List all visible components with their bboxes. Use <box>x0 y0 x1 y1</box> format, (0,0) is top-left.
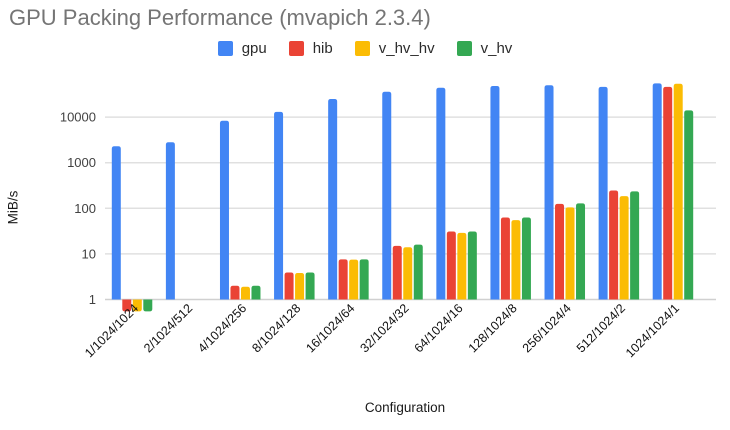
bar-gpu-512/1024/2 <box>598 86 608 300</box>
x-tick-label: 1/1024/1024 <box>82 301 141 360</box>
bar-v_hv-8/1024/128 <box>305 272 315 300</box>
x-tick-label: 1024/1024/1 <box>623 301 682 360</box>
bar-v_hv_hv-64/1024/16 <box>457 232 467 300</box>
legend-marker-v_hv_hv <box>354 41 370 56</box>
bar-gpu-8/1024/128 <box>274 111 284 300</box>
bar-gpu-32/1024/32 <box>382 91 392 300</box>
x-tick-label: 256/1024/4 <box>520 301 574 355</box>
legend: gpu hib v_hv_hv v_hv <box>0 40 730 57</box>
bar-gpu-64/1024/16 <box>436 87 446 300</box>
legend-marker-gpu <box>217 41 233 56</box>
bar-v_hv_hv-32/1024/32 <box>403 247 413 300</box>
bar-v_hv-1024/1024/1 <box>684 110 694 300</box>
bar-v_hv-256/1024/4 <box>576 203 586 300</box>
x-axis-title: Configuration <box>364 400 446 415</box>
bar-v_hv-64/1024/16 <box>467 231 477 300</box>
legend-item-v_hv: v_hv <box>456 40 513 57</box>
y-tick-label: 1000 <box>67 155 96 170</box>
x-tick-label: 4/1024/256 <box>195 301 249 355</box>
bar-gpu-128/1024/8 <box>490 86 500 300</box>
bar-gpu-1024/1024/1 <box>652 83 662 300</box>
bar-v_hv_hv-1024/1024/1 <box>673 83 683 300</box>
bar-hib-32/1024/32 <box>392 245 402 300</box>
chart-title: GPU Packing Performance (mvapich 2.3.4) <box>9 5 431 30</box>
bar-v_hv_hv-1/1024/1024 <box>132 299 142 312</box>
x-tick-label: 512/1024/2 <box>574 301 628 355</box>
bar-hib-4/1024/256 <box>230 285 240 300</box>
bar-gpu-4/1024/256 <box>219 120 229 300</box>
y-tick-label: 100 <box>74 201 96 216</box>
y-tick-label: 10 <box>82 246 96 261</box>
bar-gpu-256/1024/4 <box>544 85 554 300</box>
y-axis-title: MiB/s <box>5 190 21 225</box>
x-tick-label: 64/1024/16 <box>412 301 466 355</box>
bar-v_hv-4/1024/256 <box>251 285 261 300</box>
bar-v_hv_hv-512/1024/2 <box>619 196 629 300</box>
legend-item-gpu: gpu <box>217 40 267 57</box>
y-tick-label: 10000 <box>60 110 96 125</box>
legend-item-v_hv_hv: v_hv_hv <box>354 40 435 57</box>
bar-hib-128/1024/8 <box>500 217 510 300</box>
bar-hib-256/1024/4 <box>555 203 565 300</box>
bar-v_hv_hv-256/1024/4 <box>565 207 575 300</box>
legend-label: gpu <box>241 40 267 57</box>
x-tick-label: 16/1024/64 <box>303 301 357 355</box>
bar-v_hv_hv-4/1024/256 <box>240 286 250 300</box>
bar-gpu-1/1024/1024 <box>111 146 121 300</box>
bar-v_hv-1/1024/1024 <box>143 299 153 312</box>
bar-hib-1/1024/1024 <box>122 299 132 312</box>
legend-label: v_hv <box>480 40 513 57</box>
legend-marker-v_hv <box>456 41 472 56</box>
bar-hib-1024/1024/1 <box>663 86 673 300</box>
x-tick-label: 32/1024/32 <box>357 301 411 355</box>
bar-gpu-2/1024/512 <box>165 142 175 300</box>
legend-label: v_hv_hv <box>378 40 435 57</box>
x-tick-label: 128/1024/8 <box>466 301 520 355</box>
x-tick-label: 8/1024/128 <box>249 301 303 355</box>
bar-v_hv-32/1024/32 <box>413 244 423 300</box>
bar-hib-16/1024/64 <box>338 259 348 300</box>
legend-marker-hib <box>288 41 304 56</box>
bar-v_hv-128/1024/8 <box>521 217 531 300</box>
bar-hib-64/1024/16 <box>446 231 456 300</box>
y-tick-label: 1 <box>89 292 96 307</box>
bar-v_hv_hv-8/1024/128 <box>295 273 305 300</box>
bar-v_hv_hv-128/1024/8 <box>511 220 521 300</box>
bar-hib-8/1024/128 <box>284 272 294 300</box>
legend-label: hib <box>312 40 333 57</box>
bar-v_hv-16/1024/64 <box>359 259 369 300</box>
legend-item-hib: hib <box>288 40 333 57</box>
bar-hib-512/1024/2 <box>609 190 619 300</box>
bar-v_hv-512/1024/2 <box>630 191 640 300</box>
bar-v_hv_hv-16/1024/64 <box>349 259 359 300</box>
bar-gpu-16/1024/64 <box>328 98 338 300</box>
